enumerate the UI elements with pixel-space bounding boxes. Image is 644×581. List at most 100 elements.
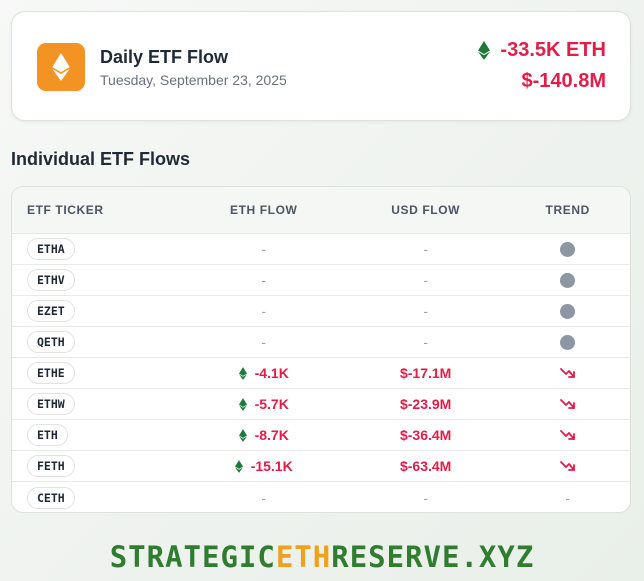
ethereum-icon [52,53,70,81]
table-row: EZET - - [12,296,630,327]
trend-cell [505,334,630,350]
eth-flow-cell: - [181,490,345,506]
eth-flow-cell: -8.7K [181,427,345,443]
section-title: Individual ETF Flows [11,149,191,169]
eth-flow-empty: - [261,303,267,319]
eth-flow-value: -4.1K [238,365,289,381]
table-row: ETHV - - [12,265,630,296]
table-row: ETHW -5.7K $-23.9M [12,389,630,420]
usd-flow-cell: $-63.4M [346,458,505,474]
ticker-cell: QETH [12,331,181,353]
ethereum-logo [37,43,85,91]
table-row: CETH - - - [12,482,630,512]
eth-flow-value: -15.1K [234,458,293,474]
trend-cell [505,303,630,319]
eth-flow-cell: -15.1K [181,458,345,474]
eth-flow-text: -4.1K [254,365,289,381]
ticker-badge: FETH [27,455,75,477]
summary-date: Tuesday, September 23, 2025 [100,72,287,88]
ticker-cell: ETHW [12,393,181,415]
eth-flow-text: -8.7K [254,427,289,443]
eth-diamond-icon [234,459,243,473]
trend-down-arrow-icon [559,430,575,440]
eth-flow-value: -5.7K [238,396,289,412]
trend-cell [505,398,630,410]
ticker-cell: FETH [12,455,181,477]
table-row: ETH -8.7K $-36.4M [12,420,630,451]
trend-cell [505,367,630,379]
ticker-cell: EZET [12,300,181,322]
trend-cell [505,460,630,472]
table-row: QETH - - [12,327,630,358]
ticker-cell: CETH [12,486,181,509]
table-header: ETF TICKER ETH FLOW USD FLOW TREND [12,187,630,234]
usd-flow-value: $-23.9M [399,396,452,412]
neutral-dot-icon [560,272,576,288]
footer-reserve: RESERVE.XYZ [331,540,535,574]
trend-down-arrow-icon [559,461,575,471]
trend-down-arrow-icon [559,368,575,378]
usd-flow-empty: - [423,489,428,506]
neutral-dot-icon [560,303,576,319]
footer-strategic: STRATEGIC [109,540,276,574]
neutral-dot-icon [560,334,576,350]
usd-flow-cell: - [346,334,505,350]
eth-flow-empty: - [261,334,267,350]
usd-flow-value: $-36.4M [399,427,452,443]
header-trend: TREND [545,203,590,217]
usd-flow-value: $-17.1M [399,365,452,381]
eth-flow-text: -15.1K [250,458,293,474]
usd-flow-value: $-63.4M [399,458,452,474]
usd-flow-cell: - [346,272,505,288]
table-body: ETHA - - ETHV - - EZET - - QETH - - ETHE -4.1K $-17.1M… [12,234,630,512]
summary-usd-flow: $-140.8M [521,70,607,92]
usd-flow-empty: - [423,303,428,319]
header-usd-flow: USD FLOW [391,203,461,217]
ticker-badge: QETH [27,331,75,353]
usd-flow-cell: - [346,490,505,506]
ticker-cell: ETHA [12,238,181,260]
eth-flow-cell: - [181,241,345,257]
header-ticker: ETF TICKER [27,203,104,217]
usd-flow-empty: - [423,272,428,288]
usd-flow-cell: $-36.4M [346,427,505,443]
ticker-badge: ETHV [27,269,75,291]
eth-diamond-icon [238,366,247,380]
trend-cell [505,429,630,441]
summary-eth-value: -33.5K ETH [500,39,606,61]
summary-eth-flow: -33.5K ETH [478,39,606,62]
ticker-badge: ETHE [27,362,75,384]
ticker-badge: ETH [27,424,68,446]
header-eth-flow: ETH FLOW [229,203,298,217]
usd-flow-cell: $-23.9M [346,396,505,412]
trend-cell [505,241,630,257]
eth-flow-cell: - [181,334,345,350]
ticker-badge: EZET [27,300,75,322]
eth-flow-cell: -4.1K [181,365,345,381]
ticker-cell: ETHE [12,362,181,384]
table-row: FETH -15.1K $-63.4M [12,451,630,482]
daily-flow-summary-card: Daily ETF Flow Tuesday, September 23, 20… [11,11,631,121]
ticker-badge: ETHA [27,238,75,260]
trend-cell: - [505,490,630,506]
ticker-badge: CETH [27,486,75,509]
eth-flow-value: -8.7K [238,427,289,443]
ticker-badge: ETHW [27,393,75,415]
usd-flow-empty: - [423,334,428,350]
site-footer-logo: STRATEGICETHRESERVE.XYZ [0,540,644,574]
eth-flow-empty: - [261,241,267,257]
usd-flow-cell: - [346,303,505,319]
table-row: ETHA - - [12,234,630,265]
neutral-dot-icon [560,241,576,257]
footer-eth: ETH [275,540,332,574]
eth-flow-text: -5.7K [254,396,289,412]
eth-flow-empty: - [261,489,267,506]
table-row: ETHE -4.1K $-17.1M [12,358,630,389]
ticker-cell: ETH [12,424,181,446]
usd-flow-cell: $-17.1M [346,365,505,381]
trend-none: - [565,489,571,506]
etf-flows-table: ETF TICKER ETH FLOW USD FLOW TREND ETHA -… [11,186,631,513]
trend-cell [505,272,630,288]
usd-flow-empty: - [423,241,428,257]
usd-flow-cell: - [346,241,505,257]
